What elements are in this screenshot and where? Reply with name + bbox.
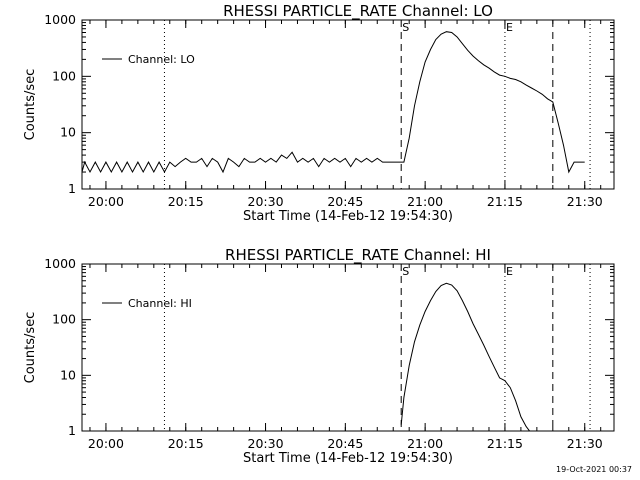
x-axis-label: Start Time (14-Feb-12 19:54:30) (243, 209, 453, 224)
x-tick-label: 21:30 (567, 436, 603, 451)
y-tick-label: 100 (52, 312, 76, 327)
x-tick-label: 21:15 (487, 194, 523, 209)
y-axis-label: Counts/sec (23, 69, 38, 141)
time-marker-label: E (506, 21, 513, 34)
x-tick-label: 20:30 (248, 194, 284, 209)
y-tick-label: 10 (60, 367, 76, 382)
chart-title: RHESSI PARTICLE_RATE Channel: LO (223, 2, 493, 21)
y-tick-label: 1000 (44, 256, 76, 271)
channel-hi-panel: RHESSI PARTICLE_RATE Channel: HI 1 10 100 10… (23, 246, 615, 466)
y-tick-label: 1000 (44, 12, 76, 27)
plot-frame (81, 263, 615, 432)
plot-frame (81, 19, 615, 190)
x-tick-label: 20:15 (168, 194, 204, 209)
y-tick-label: 1 (68, 181, 76, 196)
time-marker-label: S (402, 21, 409, 34)
x-tick-label: 20:30 (248, 436, 284, 451)
chart-title: RHESSI PARTICLE_RATE Channel: HI (225, 246, 491, 265)
y-tick-label: 1 (68, 423, 76, 438)
x-tick-label: 20:45 (327, 436, 363, 451)
series-line-lo (82, 31, 585, 174)
x-tick-label: 20:15 (168, 436, 204, 451)
x-tick-label: 21:15 (487, 436, 523, 451)
footer-date: 19-Oct-2021 00:37 (556, 465, 632, 474)
legend-entry: Channel: LO (128, 53, 195, 66)
x-axis-label: Start Time (14-Feb-12 19:54:30) (243, 451, 453, 466)
x-tick-label: 21:30 (567, 194, 603, 209)
y-axis-label: Counts/sec (23, 312, 38, 384)
time-marker-label: E (506, 265, 513, 278)
x-tick-label: 21:00 (407, 194, 443, 209)
x-tick-label: 21:00 (407, 436, 443, 451)
series-line-hi (400, 282, 531, 431)
x-tick-label: 20:00 (88, 194, 124, 209)
x-tick-label: 20:00 (88, 436, 124, 451)
y-tick-label: 100 (52, 68, 76, 83)
legend-entry: Channel: HI (128, 297, 192, 310)
time-marker-label: S (402, 265, 409, 278)
x-tick-label: 20:45 (327, 194, 363, 209)
channel-lo-panel: RHESSI PARTICLE_RATE Channel: LO 1 10 100 10… (23, 2, 615, 224)
y-tick-label: 10 (60, 125, 76, 140)
